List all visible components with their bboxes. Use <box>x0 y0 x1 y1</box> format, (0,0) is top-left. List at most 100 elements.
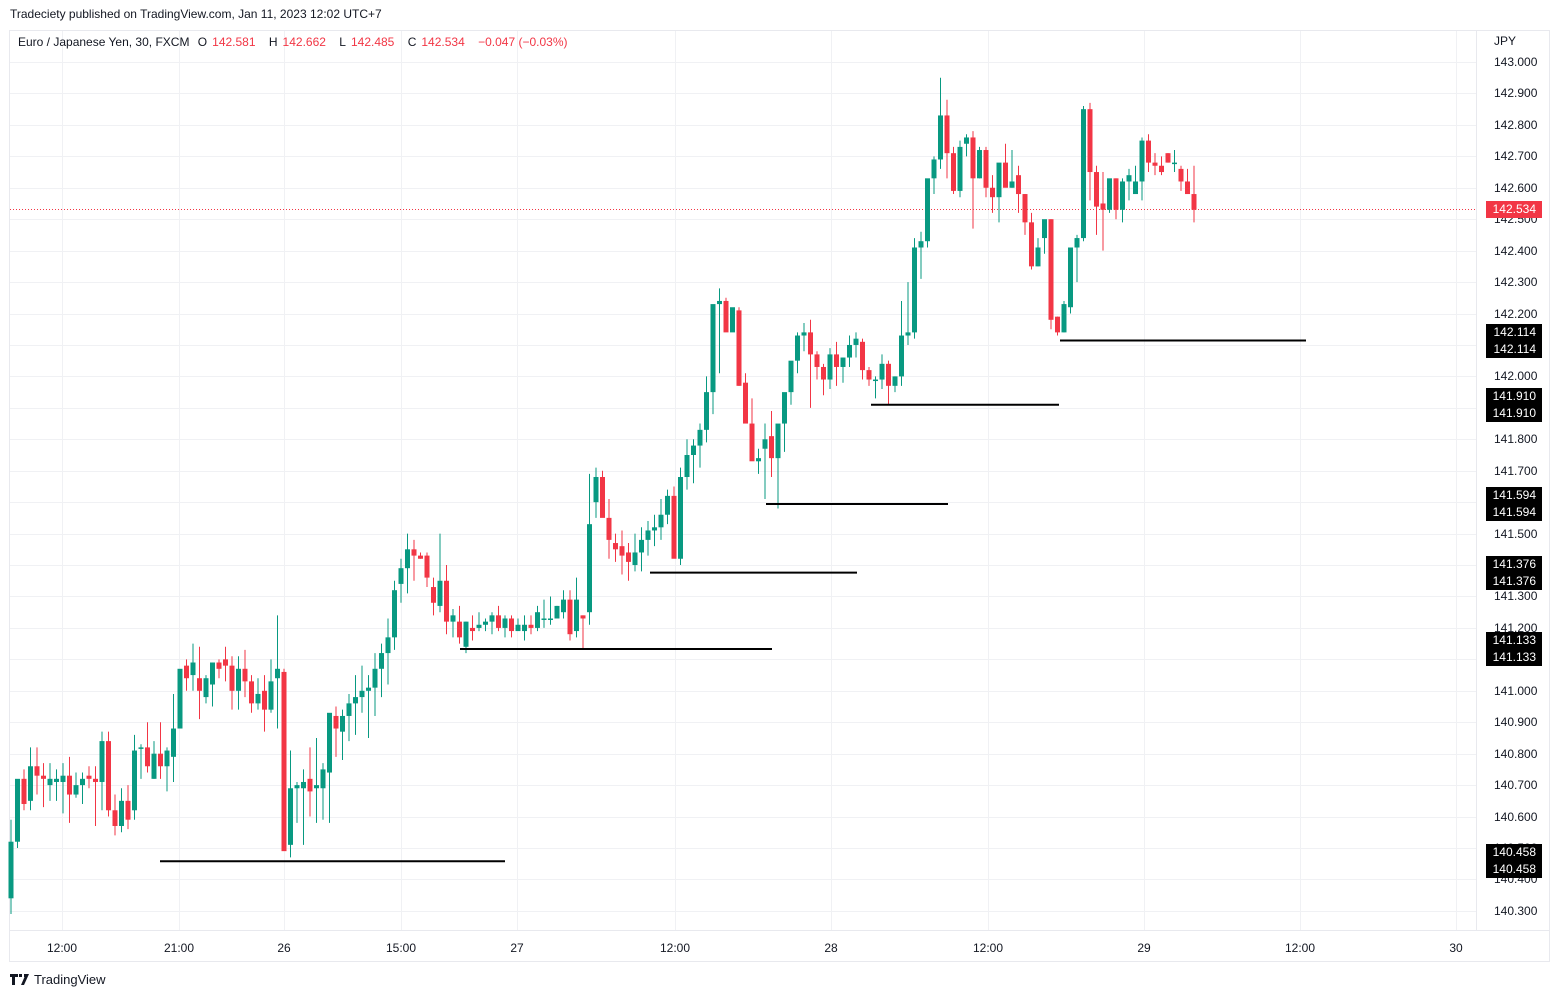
candle[interactable] <box>346 693 352 742</box>
candle[interactable] <box>80 772 85 804</box>
candle[interactable] <box>1152 153 1158 176</box>
candle[interactable] <box>957 140 963 198</box>
candle[interactable] <box>314 737 319 823</box>
candle[interactable] <box>203 675 209 704</box>
candle[interactable] <box>359 665 365 713</box>
candle[interactable] <box>1003 143 1008 188</box>
candle[interactable] <box>86 766 92 789</box>
candle[interactable] <box>866 366 872 386</box>
candle[interactable] <box>47 763 53 801</box>
candle[interactable] <box>665 489 670 525</box>
candle[interactable] <box>132 734 137 820</box>
candle[interactable] <box>1022 194 1028 235</box>
candle[interactable] <box>567 590 573 641</box>
candle[interactable] <box>1185 168 1190 195</box>
candle[interactable] <box>333 706 339 757</box>
candle[interactable] <box>418 552 423 559</box>
candle[interactable] <box>691 439 696 484</box>
candle[interactable] <box>535 605 540 632</box>
candle[interactable] <box>1178 165 1184 191</box>
candle[interactable] <box>1035 238 1041 267</box>
candle[interactable] <box>515 618 521 632</box>
candle[interactable] <box>847 335 852 367</box>
candle[interactable] <box>645 521 651 556</box>
candle[interactable] <box>1081 106 1086 242</box>
symbol-name[interactable]: Euro / Japanese Yen, 30, FXCM <box>18 35 190 49</box>
candle[interactable] <box>834 341 839 386</box>
candle[interactable] <box>1172 150 1177 173</box>
candle[interactable] <box>1068 247 1073 314</box>
candle[interactable] <box>483 618 488 632</box>
candle[interactable] <box>619 530 625 575</box>
candle[interactable] <box>899 300 904 386</box>
candle[interactable] <box>938 77 943 169</box>
candle[interactable] <box>996 162 1002 223</box>
candle[interactable] <box>626 543 631 581</box>
candle[interactable] <box>951 146 956 195</box>
candle[interactable] <box>229 656 235 710</box>
candle[interactable] <box>67 756 72 823</box>
candle[interactable] <box>528 615 534 635</box>
candle[interactable] <box>717 288 722 374</box>
candle[interactable] <box>879 354 885 389</box>
candle[interactable] <box>730 307 735 333</box>
candle[interactable] <box>840 357 846 383</box>
candle[interactable] <box>236 656 241 710</box>
candle[interactable] <box>398 558 404 603</box>
candle[interactable] <box>242 649 248 698</box>
candle[interactable] <box>93 766 98 826</box>
candle[interactable] <box>210 662 215 707</box>
candle[interactable] <box>821 363 826 396</box>
candle[interactable] <box>158 722 163 779</box>
candle[interactable] <box>450 609 456 638</box>
candle[interactable] <box>860 338 865 380</box>
candle[interactable] <box>964 134 969 157</box>
candle[interactable] <box>743 373 748 424</box>
candle[interactable] <box>769 410 774 478</box>
candle[interactable] <box>613 533 618 562</box>
candle[interactable] <box>476 612 482 632</box>
candle[interactable] <box>1100 172 1106 251</box>
candle[interactable] <box>827 348 833 389</box>
candle[interactable] <box>723 297 729 333</box>
candle[interactable] <box>632 533 638 572</box>
candle[interactable] <box>184 659 189 691</box>
candle[interactable] <box>1146 134 1151 173</box>
candle[interactable] <box>736 307 742 386</box>
candle[interactable] <box>925 178 930 248</box>
candle[interactable] <box>1009 150 1015 188</box>
candle[interactable] <box>983 146 989 198</box>
candle[interactable] <box>106 731 111 817</box>
candle[interactable] <box>931 156 937 195</box>
candle[interactable] <box>405 533 410 594</box>
candle[interactable] <box>808 319 813 408</box>
candle[interactable] <box>99 731 105 811</box>
candle[interactable] <box>977 146 982 179</box>
candle[interactable] <box>138 744 144 779</box>
candle[interactable] <box>249 675 254 713</box>
candle[interactable] <box>1120 178 1125 223</box>
candle[interactable] <box>1094 165 1099 235</box>
candle[interactable] <box>385 618 391 685</box>
candle[interactable] <box>307 747 313 817</box>
candle[interactable] <box>1139 137 1145 201</box>
candle[interactable] <box>1029 212 1034 270</box>
tradingview-logo[interactable]: TradingView <box>10 972 106 987</box>
candle[interactable] <box>470 615 475 641</box>
candle[interactable] <box>223 646 228 682</box>
candle[interactable] <box>431 577 436 616</box>
candle[interactable] <box>1055 316 1060 336</box>
candle[interactable] <box>801 322 807 352</box>
candle[interactable] <box>1191 165 1197 223</box>
candle[interactable] <box>489 612 495 635</box>
candle[interactable] <box>392 580 397 650</box>
candle[interactable] <box>294 781 300 823</box>
candle[interactable] <box>509 615 514 638</box>
candle[interactable] <box>34 747 40 795</box>
candle[interactable] <box>1113 178 1119 220</box>
candle[interactable] <box>990 175 995 213</box>
candle[interactable] <box>255 678 261 710</box>
candle[interactable] <box>125 785 131 830</box>
candle[interactable] <box>1016 165 1021 213</box>
